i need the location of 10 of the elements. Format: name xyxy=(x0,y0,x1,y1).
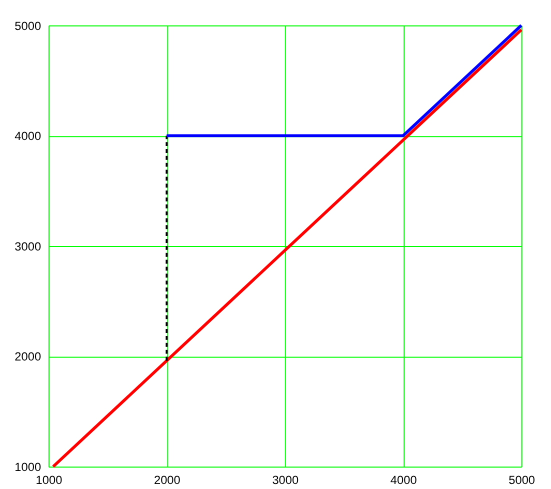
x-tick-label: 4000 xyxy=(390,472,418,487)
x-tick-label: 1000 xyxy=(36,472,63,487)
x-tick-label: 5000 xyxy=(508,472,536,487)
y-tick-label: 4000 xyxy=(14,129,42,144)
y-tick-label: 5000 xyxy=(14,18,42,33)
y-tick-label: 3000 xyxy=(14,239,42,254)
y-tick-label: 1000 xyxy=(14,460,42,474)
y-tick-label: 2000 xyxy=(14,350,42,364)
x-tick-label: 2000 xyxy=(154,472,181,487)
x-tick-label: 3000 xyxy=(272,472,299,487)
